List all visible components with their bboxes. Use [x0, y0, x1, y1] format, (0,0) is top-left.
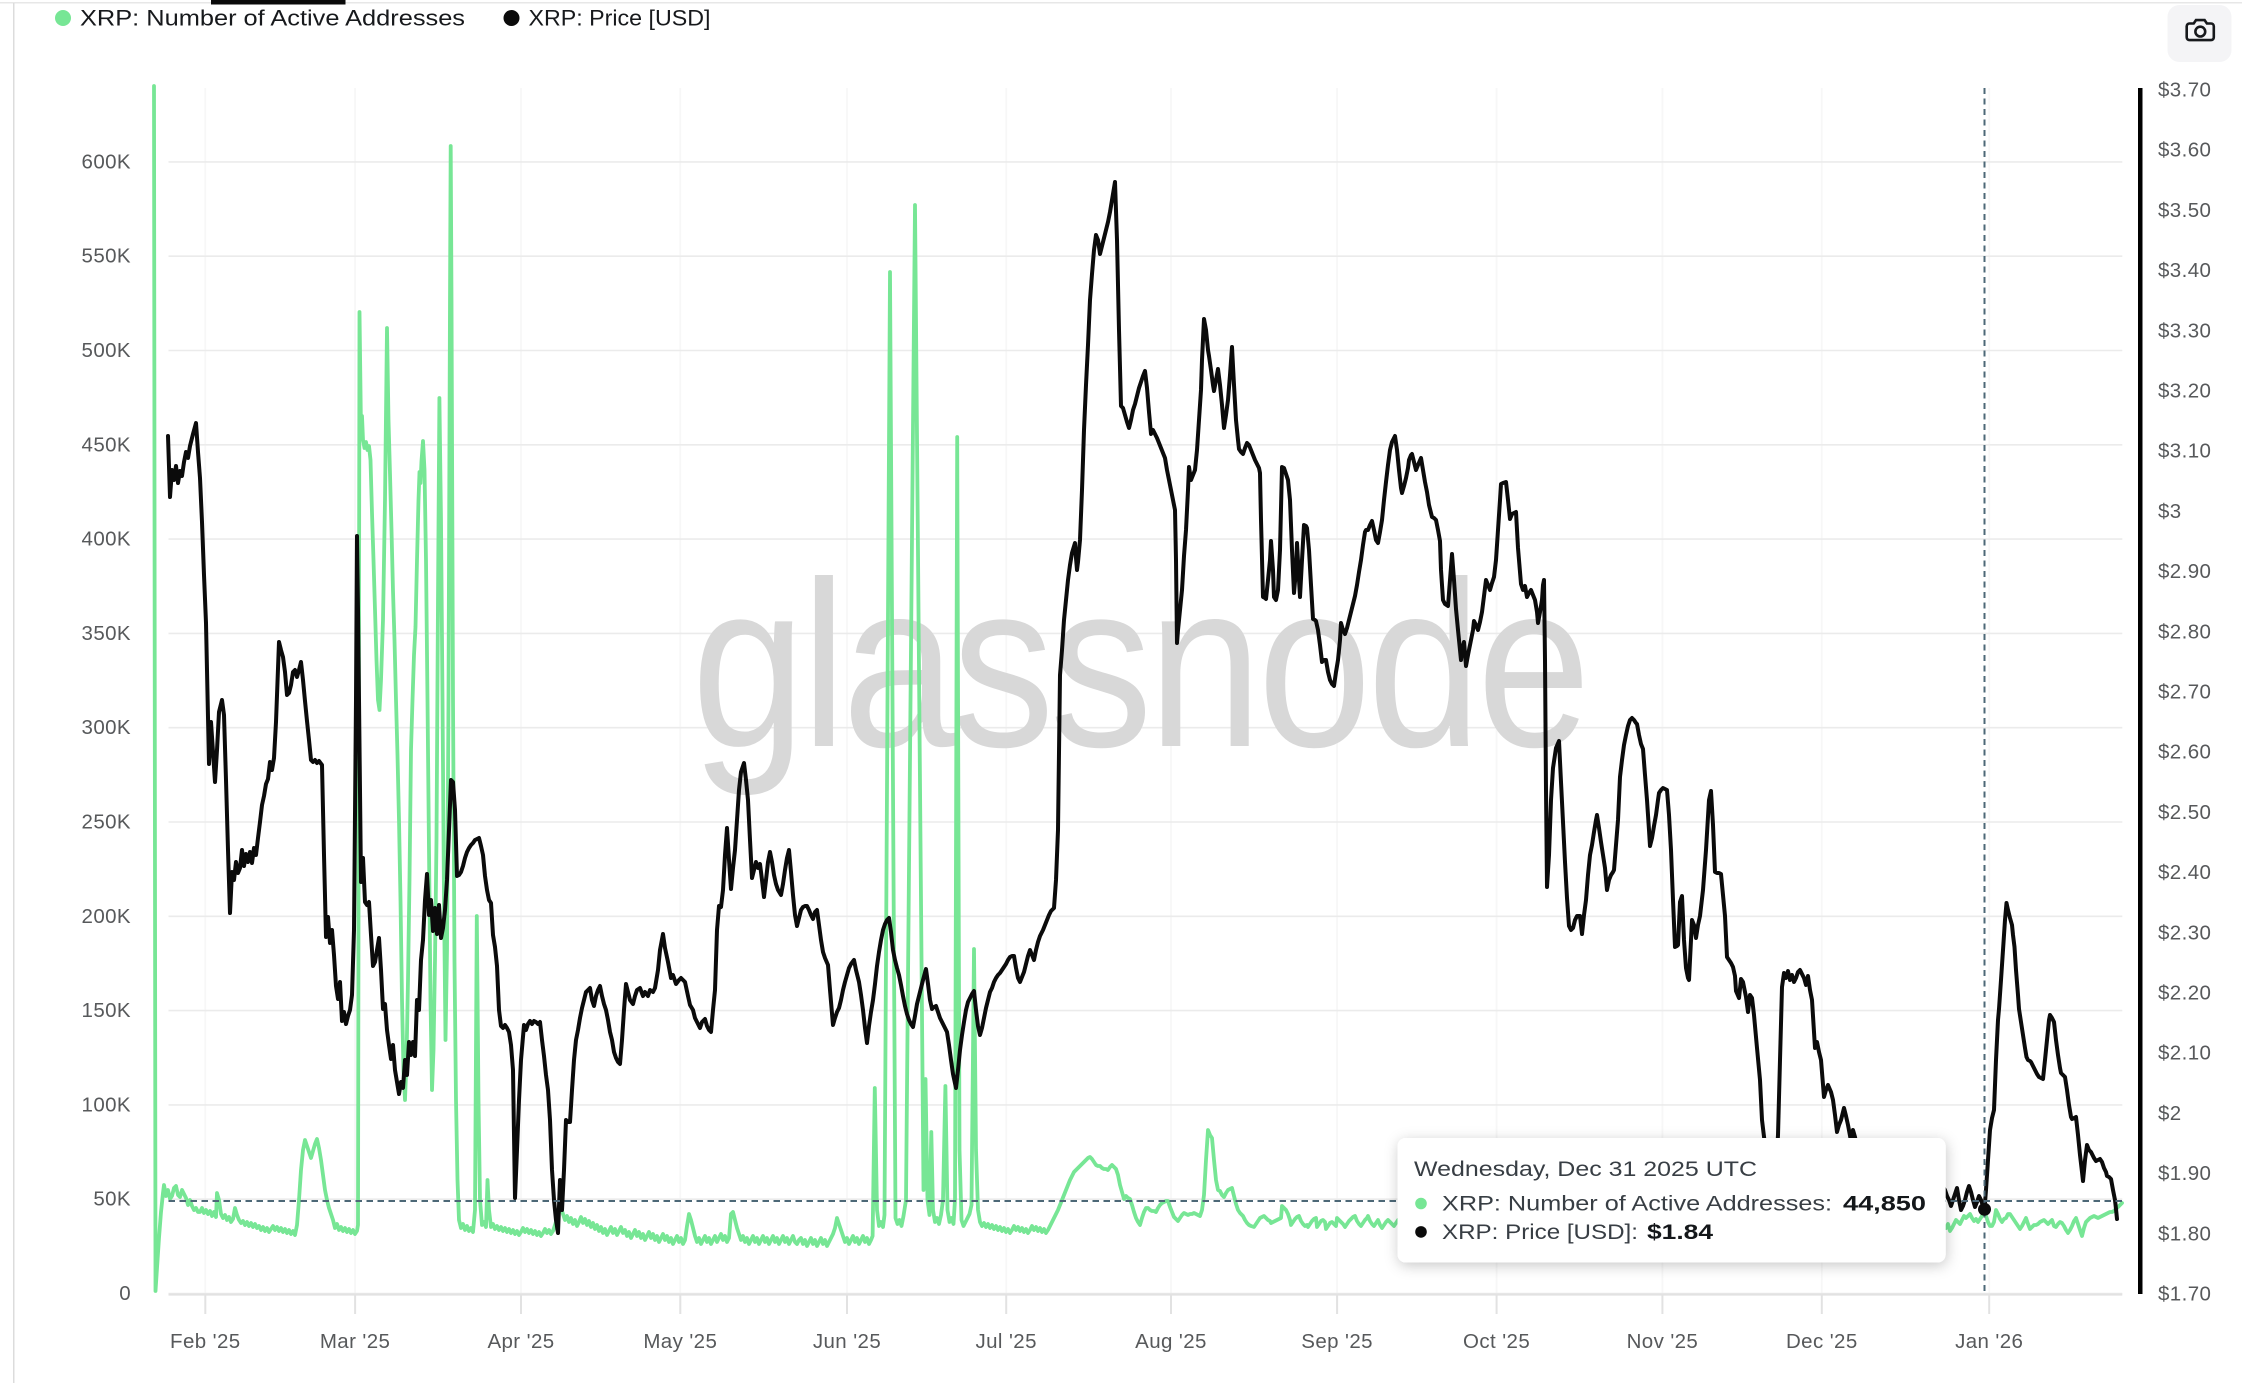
svg-text:$2.10: $2.10	[2158, 1042, 2211, 1065]
svg-text:Jan '26: Jan '26	[1955, 1330, 2023, 1353]
svg-text:$2.30: $2.30	[2158, 921, 2211, 944]
svg-text:$3.70: $3.70	[2158, 79, 2211, 102]
svg-text:$1.84: $1.84	[1647, 1220, 1713, 1244]
svg-text:300K: 300K	[82, 716, 131, 739]
svg-text:450K: 450K	[82, 433, 131, 456]
svg-text:Nov '25: Nov '25	[1627, 1330, 1699, 1353]
svg-text:$1.90: $1.90	[2158, 1162, 2211, 1185]
svg-text:$1.80: $1.80	[2158, 1222, 2211, 1245]
svg-text:Sep '25: Sep '25	[1301, 1330, 1373, 1353]
svg-text:150K: 150K	[82, 999, 131, 1022]
svg-text:$3.30: $3.30	[2158, 319, 2211, 342]
svg-text:Aug '25: Aug '25	[1135, 1330, 1207, 1353]
svg-text:600K: 600K	[82, 150, 131, 173]
svg-text:350K: 350K	[82, 622, 131, 645]
svg-text:$2.60: $2.60	[2158, 741, 2211, 764]
svg-text:$3.20: $3.20	[2158, 380, 2211, 403]
svg-text:XRP: Price [USD]: XRP: Price [USD]	[529, 6, 711, 31]
svg-text:$2.90: $2.90	[2158, 560, 2211, 583]
svg-text:Apr '25: Apr '25	[487, 1330, 554, 1353]
svg-text:Oct '25: Oct '25	[1463, 1330, 1530, 1353]
svg-text:$3.10: $3.10	[2158, 440, 2211, 463]
svg-text:Dec '25: Dec '25	[1786, 1330, 1858, 1353]
svg-text:500K: 500K	[82, 339, 131, 362]
svg-text:XRP: Number of Active Addresse: XRP: Number of Active Addresses:	[1442, 1192, 1832, 1216]
svg-text:$2.70: $2.70	[2158, 681, 2211, 704]
svg-text:$2.40: $2.40	[2158, 861, 2211, 884]
svg-text:200K: 200K	[82, 905, 131, 928]
svg-text:50K: 50K	[93, 1188, 131, 1211]
svg-text:$3.50: $3.50	[2158, 199, 2211, 222]
svg-text:$2.20: $2.20	[2158, 982, 2211, 1005]
svg-text:0: 0	[119, 1282, 131, 1305]
svg-text:XRP: Number of Active Addresse: XRP: Number of Active Addresses	[80, 6, 465, 31]
svg-text:Mar '25: Mar '25	[320, 1330, 391, 1353]
svg-text:Jul '25: Jul '25	[975, 1330, 1036, 1353]
svg-text:Wednesday, Dec 31 2025 UTC: Wednesday, Dec 31 2025 UTC	[1414, 1157, 1757, 1181]
svg-text:400K: 400K	[82, 528, 131, 551]
svg-text:$1.70: $1.70	[2158, 1283, 2211, 1306]
svg-text:XRP: Price [USD]:: XRP: Price [USD]:	[1442, 1220, 1638, 1244]
svg-text:Jun '25: Jun '25	[813, 1330, 881, 1353]
svg-text:100K: 100K	[82, 1093, 131, 1116]
svg-text:$2.80: $2.80	[2158, 620, 2211, 643]
svg-text:$2: $2	[2158, 1102, 2182, 1125]
svg-text:$3.60: $3.60	[2158, 139, 2211, 162]
svg-text:May '25: May '25	[643, 1330, 717, 1353]
svg-text:44,850: 44,850	[1843, 1192, 1926, 1216]
svg-text:550K: 550K	[82, 245, 131, 268]
svg-text:$2.50: $2.50	[2158, 801, 2211, 824]
svg-text:$3.40: $3.40	[2158, 259, 2211, 282]
svg-text:250K: 250K	[82, 811, 131, 834]
svg-text:$3: $3	[2158, 500, 2182, 523]
svg-text:Feb '25: Feb '25	[170, 1330, 241, 1353]
